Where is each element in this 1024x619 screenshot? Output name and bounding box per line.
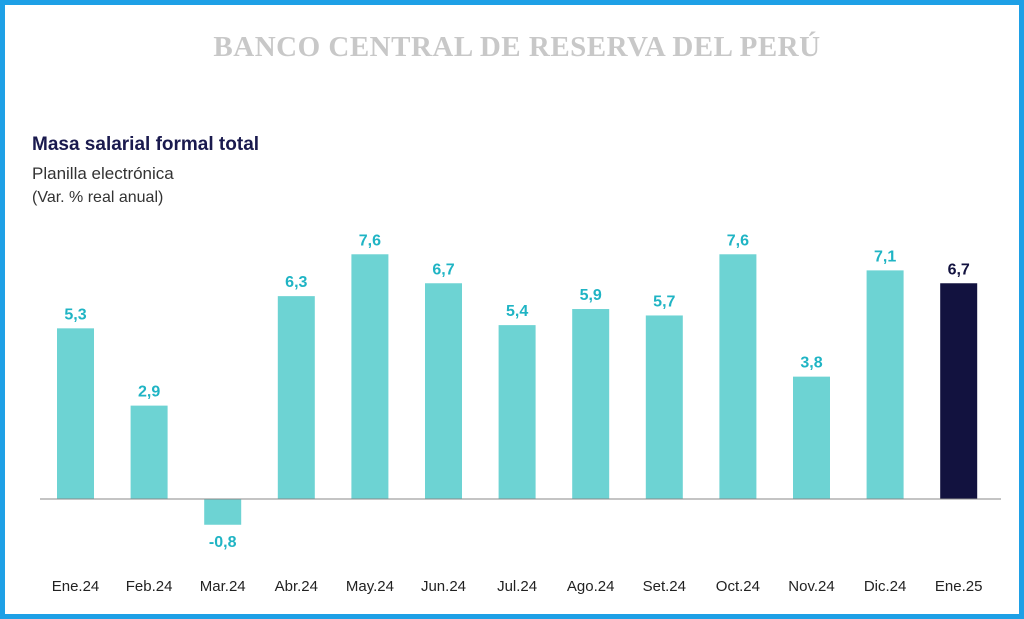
value-label: 5,7 [653,293,675,310]
x-tick-label: Ene.25 [935,578,983,595]
value-label: 2,9 [138,384,160,401]
value-label: 6,7 [948,261,970,278]
bar-abr-24 [277,296,315,499]
x-tick-labels-group: Ene.24 Feb.24 Mar.24 Abr.24 May.24 Jun.24 Jul.… [52,578,983,595]
x-tick-label: Jun.24 [421,578,466,595]
chart-title: Masa salarial formal total [32,134,260,155]
bar-jul-24 [498,325,536,499]
value-label: 5,3 [64,306,86,323]
bar-dic-24 [866,270,904,499]
bar-mar-24 [204,499,242,525]
x-tick-label: Ago.24 [567,578,615,595]
bar-nov-24 [793,376,830,499]
chart-unit: (Var. % real anual) [32,189,164,206]
value-label: 7,1 [874,248,896,265]
x-tick-label: May.24 [346,578,394,595]
value-label: 3,8 [800,355,822,372]
value-label: 5,9 [580,287,602,304]
bar-ago-24 [572,309,610,499]
x-tick-label: Oct.24 [716,578,760,595]
bar-may-24 [351,254,389,499]
x-tick-label: Abr.24 [275,578,318,595]
bar-set-24 [645,315,683,499]
value-label: 5,4 [506,303,528,320]
bar-feb-24 [130,405,168,499]
bar-oct-24 [719,254,757,499]
x-tick-label: Dic.24 [864,578,907,595]
x-tick-label: Mar.24 [200,578,246,595]
value-label: 6,7 [432,261,454,278]
x-tick-label: Feb.24 [126,578,173,595]
institution-title: BANCO CENTRAL DE RESERVA DEL PERÚ [213,31,821,63]
value-label: 7,6 [727,232,749,249]
value-label: 6,3 [285,274,307,291]
value-label: -0,8 [209,534,237,551]
bar-ene-24 [57,328,94,499]
chart-subtitle: Planilla electrónica [32,164,174,183]
bar-ene-25 [940,283,978,499]
value-label: 7,6 [359,232,381,249]
value-labels-group: 5,3 2,9 -0,8 6,3 7,6 6,7 5,4 5,9 5,7 7,6 3,8 7,1 6,7 [64,232,970,550]
x-tick-label: Set.24 [643,578,686,595]
x-tick-label: Jul.24 [497,578,537,595]
x-tick-label: Ene.24 [52,578,100,595]
x-tick-label: Nov.24 [788,578,834,595]
bars-group [57,254,978,525]
bar-jun-24 [425,283,462,499]
